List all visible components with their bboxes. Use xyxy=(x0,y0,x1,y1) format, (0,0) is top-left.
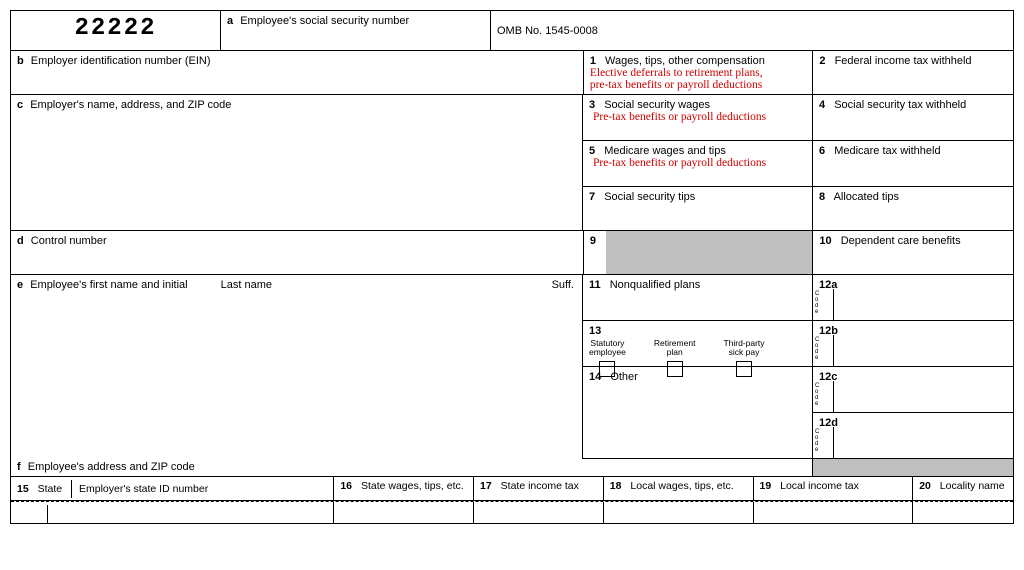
boxes-11-14-12: 11 Nonqualified plans 12a Code 13 Statut… xyxy=(583,275,1013,459)
box-18: 18 Local wages, tips, etc. xyxy=(604,477,754,501)
box-4: 4 Social security tax withheld xyxy=(813,95,1013,141)
box-19-row2 xyxy=(754,502,914,523)
header-row: 22222 a Employee's social security numbe… xyxy=(11,11,1013,51)
omb-box: OMB No. 1545-0008 xyxy=(491,11,1013,51)
box-3: 3 Social security wages Pre-tax benefits… xyxy=(583,95,813,141)
box-9: 9 xyxy=(584,231,814,275)
boxes-3-8: 3 Social security wages Pre-tax benefits… xyxy=(583,95,1013,231)
box-16-row2 xyxy=(334,502,474,523)
box-19: 19 Local income tax xyxy=(754,477,914,501)
box-7: 7 Social security tips xyxy=(583,187,813,231)
box-12c: 12c Code xyxy=(813,367,1013,413)
box-6: 6 Medicare tax withheld xyxy=(813,141,1013,187)
omb-number: OMB No. 1545-0008 xyxy=(497,25,598,37)
box-e: e Employee's first name and initial Last… xyxy=(11,275,583,459)
row-d-9-10: d Control number 9 10 Dependent care ben… xyxy=(11,231,1013,275)
boxes-12c-12d: 12c Code 12d Code xyxy=(813,367,1013,459)
control-number-display: 22222 xyxy=(17,15,214,42)
box-9-grayfill xyxy=(606,231,813,274)
box-14: 14 Other xyxy=(583,367,813,459)
box-12b: 12b Code xyxy=(813,321,1013,367)
control-number-box: 22222 xyxy=(11,11,221,51)
box-c: c Employer's name, address, and ZIP code xyxy=(11,95,583,231)
box-8: 8 Allocated tips xyxy=(813,187,1013,231)
row-c-group: c Employer's name, address, and ZIP code… xyxy=(11,95,1013,231)
box-10: 10 Dependent care benefits xyxy=(813,231,1013,275)
box-2: 2 Federal income tax withheld xyxy=(813,51,1013,95)
box-13: 13 Statutoryemployee Retirementplan Thir… xyxy=(583,321,813,367)
box-17: 17 State income tax xyxy=(474,477,604,501)
box-a-label: Employee's social security number xyxy=(240,15,409,27)
box-18-row2 xyxy=(604,502,754,523)
box-16: 16 State wages, tips, etc. xyxy=(334,477,474,501)
gray-strip xyxy=(813,459,1013,477)
box-5: 5 Medicare wages and tips Pre-tax benefi… xyxy=(583,141,813,187)
box-20: 20 Locality name xyxy=(913,477,1013,501)
box-f: f Employee's address and ZIP code xyxy=(11,459,813,477)
box-20-row2 xyxy=(913,502,1013,523)
state-header-row: 15 State Employer's state ID number 16 S… xyxy=(11,477,1013,501)
box-a: a Employee's social security number xyxy=(221,11,491,51)
box-15-row2: 15 State xyxy=(11,502,334,523)
w2-form: 22222 a Employee's social security numbe… xyxy=(10,10,1014,524)
box-12a: 12a Code xyxy=(813,275,1013,321)
box-15: 15 State Employer's state ID number xyxy=(11,477,334,501)
box-12d: 12d Code xyxy=(813,413,1013,459)
box-b: b Employer identification number (EIN) xyxy=(11,51,584,95)
row-f: f Employee's address and ZIP code xyxy=(11,459,1013,477)
box-1: 1 Wages, tips, other compensation Electi… xyxy=(584,51,814,95)
box-11: 11 Nonqualified plans xyxy=(583,275,813,321)
row-e-group: e Employee's first name and initial Last… xyxy=(11,275,1013,459)
box-17-row2 xyxy=(474,502,604,523)
box-d: d Control number xyxy=(11,231,584,275)
state-data-row-2: 15 State xyxy=(11,501,1013,523)
row-b-1-2: b Employer identification number (EIN) 1… xyxy=(11,51,1013,95)
